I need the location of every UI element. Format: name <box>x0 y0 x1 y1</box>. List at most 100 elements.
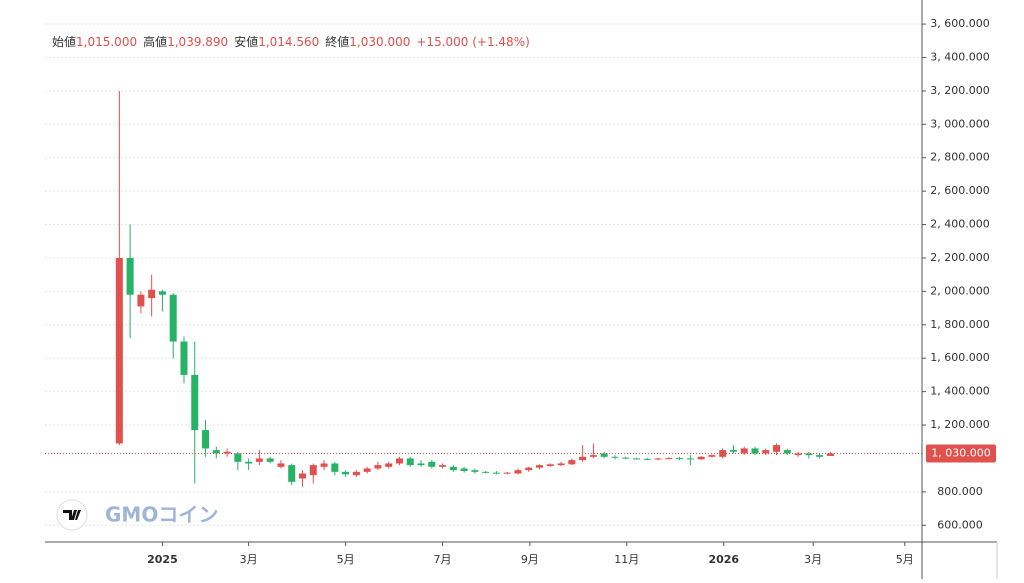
y-tick-label: 1, 200.000 <box>930 418 989 431</box>
candle-body <box>482 471 490 473</box>
candle-body <box>320 463 328 467</box>
legend-change: +15.000 (+1.48%) <box>416 35 529 49</box>
candle-body <box>148 289 156 299</box>
x-tick-label: 2026 <box>708 553 739 566</box>
candle-body <box>288 465 296 482</box>
y-tick-label: 3, 200.000 <box>930 84 989 97</box>
candle-body <box>643 458 651 460</box>
candle-body <box>676 458 684 460</box>
y-tick-label: 3, 400.000 <box>930 50 989 63</box>
candle-body <box>805 453 813 456</box>
candle-body <box>471 470 479 472</box>
candle-body <box>223 451 231 454</box>
candle-body <box>697 456 705 460</box>
y-tick-label: 1, 600.000 <box>930 351 989 364</box>
candle-body <box>169 294 177 342</box>
x-tick-label: 9月 <box>521 553 539 566</box>
x-tick-label: 3月 <box>240 553 258 566</box>
candle-body <box>536 465 544 468</box>
candle-body <box>460 468 468 471</box>
candle-body <box>826 453 834 456</box>
candle-body <box>234 453 242 462</box>
candle-body <box>191 374 199 431</box>
candle-body <box>212 450 220 454</box>
candle-body <box>115 257 123 444</box>
candle-body <box>352 471 360 476</box>
y-tick-label: 2, 600.000 <box>930 184 989 197</box>
y-tick-label: 3, 000.000 <box>930 117 989 130</box>
candle-body <box>342 471 350 475</box>
candle-body <box>137 294 145 307</box>
candle-body <box>589 455 597 457</box>
candle-body <box>255 458 263 462</box>
candle-body <box>180 341 188 375</box>
candle-body <box>568 460 576 465</box>
y-tick-label: 3, 600.000 <box>930 17 989 30</box>
y-tick-label: 2, 200.000 <box>930 251 989 264</box>
price-axis: 600.000 800.000 1, 200.000 1, 400.000 1, 600… <box>922 17 996 531</box>
candle-body <box>686 458 694 460</box>
x-tick-label: 5月 <box>337 553 355 566</box>
candle-body <box>417 463 425 466</box>
y-tick-label: 600.000 <box>937 518 983 531</box>
legend-value: 1,015.000 <box>76 35 137 49</box>
candle-body <box>525 467 533 471</box>
candle-body <box>245 461 253 464</box>
candle-body <box>632 458 640 460</box>
candle-body <box>514 470 522 474</box>
candle-body <box>298 473 306 479</box>
candle-body <box>439 465 447 467</box>
candle-body <box>503 472 511 474</box>
candle-body <box>202 430 210 449</box>
y-tick-label: 2, 000.000 <box>930 284 989 297</box>
candle-body <box>665 458 673 460</box>
candle-body <box>611 456 619 458</box>
legend-label: 安値 <box>234 34 258 49</box>
x-tick-label: 11月 <box>614 553 639 566</box>
candle-body <box>762 450 770 454</box>
legend-label: 終値 <box>325 34 349 49</box>
y-tick-label: 2, 400.000 <box>930 218 989 231</box>
logo-text: GMOコイン <box>105 503 218 527</box>
candle-body <box>600 453 608 457</box>
candle-body <box>719 450 727 457</box>
candle-body <box>331 463 339 472</box>
candle-body <box>740 448 748 454</box>
tv-logo-mark <box>63 510 81 520</box>
y-tick-label: 800.000 <box>937 485 983 498</box>
candle-body <box>546 464 554 466</box>
time-axis: 2025 3月 5月 7月 9月 11月 2026 3月 5月 <box>147 542 914 566</box>
candle-body <box>783 450 791 454</box>
last-price-box <box>926 444 996 463</box>
candle-body <box>395 458 403 464</box>
legend-value: 1,014.560 <box>258 35 319 49</box>
legend-label: 始値 <box>52 34 76 49</box>
candle-body <box>557 463 565 466</box>
candle-body <box>406 458 414 466</box>
candle-body <box>363 468 371 472</box>
last-price-label: 1, 030.000 <box>931 446 990 459</box>
logo: GMOコイン <box>56 499 218 531</box>
candle-body <box>158 291 166 295</box>
candle-body <box>374 465 382 469</box>
y-tick-label: 1, 800.000 <box>930 318 989 331</box>
candle-body <box>428 461 436 467</box>
candle-body <box>622 457 630 459</box>
x-tick-label: 7月 <box>434 553 452 566</box>
ohlc-legend: 始値1,015.000 高値1,039.890 安値1,014.560 終値1,030… <box>52 34 530 49</box>
candle-body <box>579 456 587 461</box>
candle-body <box>449 466 457 471</box>
candle-body <box>729 450 737 452</box>
candle-body <box>751 448 759 454</box>
x-tick-label: 5月 <box>896 553 914 566</box>
candle-body <box>277 463 285 467</box>
candle-body <box>266 458 274 462</box>
candle-body <box>126 257 134 295</box>
candle-body <box>773 445 781 452</box>
candle-body <box>794 453 802 456</box>
candle-body <box>654 458 662 460</box>
candles <box>45 90 922 487</box>
x-tick-label: 3月 <box>804 553 822 566</box>
